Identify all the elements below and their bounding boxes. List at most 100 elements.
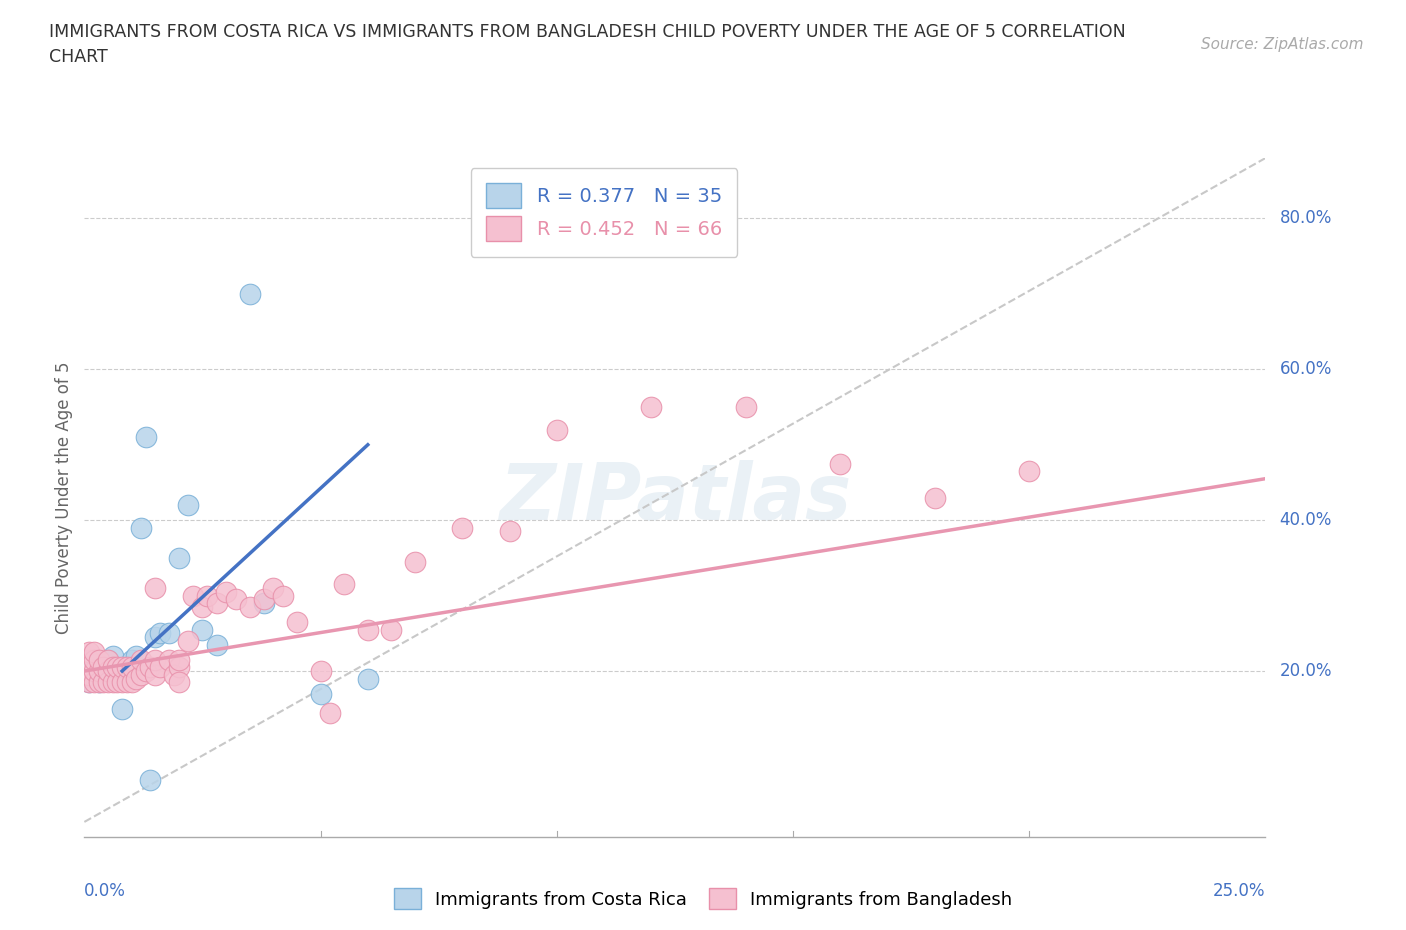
Point xyxy=(253,592,276,607)
Point xyxy=(163,668,186,683)
Point xyxy=(107,660,129,675)
Text: 0.0%: 0.0% xyxy=(84,883,127,900)
Point xyxy=(77,668,100,683)
Text: 25.0%: 25.0% xyxy=(1213,883,1265,900)
Point xyxy=(167,551,190,565)
Point xyxy=(111,664,134,679)
Point xyxy=(143,580,166,595)
Point xyxy=(1018,464,1040,479)
Point xyxy=(87,668,110,683)
Point xyxy=(115,660,138,675)
Point xyxy=(498,524,520,538)
Point xyxy=(111,675,134,690)
Point xyxy=(97,675,120,690)
Point xyxy=(115,675,138,690)
Point xyxy=(239,600,262,615)
Point xyxy=(139,773,162,788)
Point xyxy=(253,596,276,611)
Point xyxy=(91,675,114,690)
Point xyxy=(357,622,380,637)
Point xyxy=(97,664,120,679)
Point xyxy=(101,648,124,663)
Point xyxy=(87,664,110,679)
Point xyxy=(77,675,100,690)
Point xyxy=(91,671,114,686)
Point xyxy=(205,637,228,652)
Point xyxy=(83,671,105,686)
Point xyxy=(101,675,124,690)
Point xyxy=(87,675,110,690)
Point xyxy=(546,422,568,437)
Point xyxy=(91,664,114,679)
Point xyxy=(205,596,228,611)
Point xyxy=(333,577,356,591)
Point xyxy=(83,656,105,671)
Point xyxy=(451,520,474,535)
Point xyxy=(129,652,152,667)
Point xyxy=(111,660,134,675)
Point xyxy=(357,671,380,686)
Point xyxy=(121,660,143,675)
Text: 40.0%: 40.0% xyxy=(1279,512,1331,529)
Point xyxy=(285,615,308,630)
Point xyxy=(87,652,110,667)
Point xyxy=(177,633,200,648)
Point xyxy=(640,400,662,415)
Point xyxy=(125,648,148,663)
Point xyxy=(143,630,166,644)
Point xyxy=(97,668,120,683)
Point xyxy=(830,457,852,472)
Point xyxy=(77,652,100,667)
Point xyxy=(101,660,124,675)
Point xyxy=(115,660,138,675)
Point xyxy=(97,652,120,667)
Point xyxy=(167,675,190,690)
Point xyxy=(157,652,180,667)
Point xyxy=(195,588,218,603)
Point xyxy=(111,701,134,716)
Point xyxy=(191,622,214,637)
Point xyxy=(149,660,172,675)
Point xyxy=(380,622,402,637)
Point xyxy=(121,652,143,667)
Point xyxy=(101,664,124,679)
Text: ZIPatlas: ZIPatlas xyxy=(499,459,851,536)
Point xyxy=(77,644,100,659)
Text: Source: ZipAtlas.com: Source: ZipAtlas.com xyxy=(1201,37,1364,52)
Point xyxy=(239,286,262,301)
Point xyxy=(91,660,114,675)
Point xyxy=(262,580,284,595)
Point xyxy=(107,675,129,690)
Point xyxy=(135,664,157,679)
Point xyxy=(157,626,180,641)
Point xyxy=(225,592,247,607)
Point xyxy=(87,675,110,690)
Text: 20.0%: 20.0% xyxy=(1279,662,1331,680)
Point xyxy=(309,664,332,679)
Point xyxy=(139,660,162,675)
Point xyxy=(83,675,105,690)
Text: 80.0%: 80.0% xyxy=(1279,209,1331,228)
Point xyxy=(319,705,342,720)
Point xyxy=(121,675,143,690)
Point xyxy=(191,600,214,615)
Text: CHART: CHART xyxy=(49,48,108,66)
Point xyxy=(215,584,238,599)
Point xyxy=(107,668,129,683)
Point xyxy=(87,660,110,675)
Point xyxy=(77,675,100,690)
Point xyxy=(271,588,294,603)
Legend: R = 0.377   N = 35, R = 0.452   N = 66: R = 0.377 N = 35, R = 0.452 N = 66 xyxy=(471,167,738,257)
Point xyxy=(77,660,100,675)
Point xyxy=(129,668,152,683)
Text: 60.0%: 60.0% xyxy=(1279,360,1331,379)
Point xyxy=(167,652,190,667)
Y-axis label: Child Poverty Under the Age of 5: Child Poverty Under the Age of 5 xyxy=(55,361,73,634)
Point xyxy=(167,660,190,675)
Text: IMMIGRANTS FROM COSTA RICA VS IMMIGRANTS FROM BANGLADESH CHILD POVERTY UNDER THE: IMMIGRANTS FROM COSTA RICA VS IMMIGRANTS… xyxy=(49,23,1126,41)
Point xyxy=(83,652,105,667)
Point xyxy=(181,588,204,603)
Point xyxy=(149,626,172,641)
Point xyxy=(77,668,100,683)
Point xyxy=(924,490,946,505)
